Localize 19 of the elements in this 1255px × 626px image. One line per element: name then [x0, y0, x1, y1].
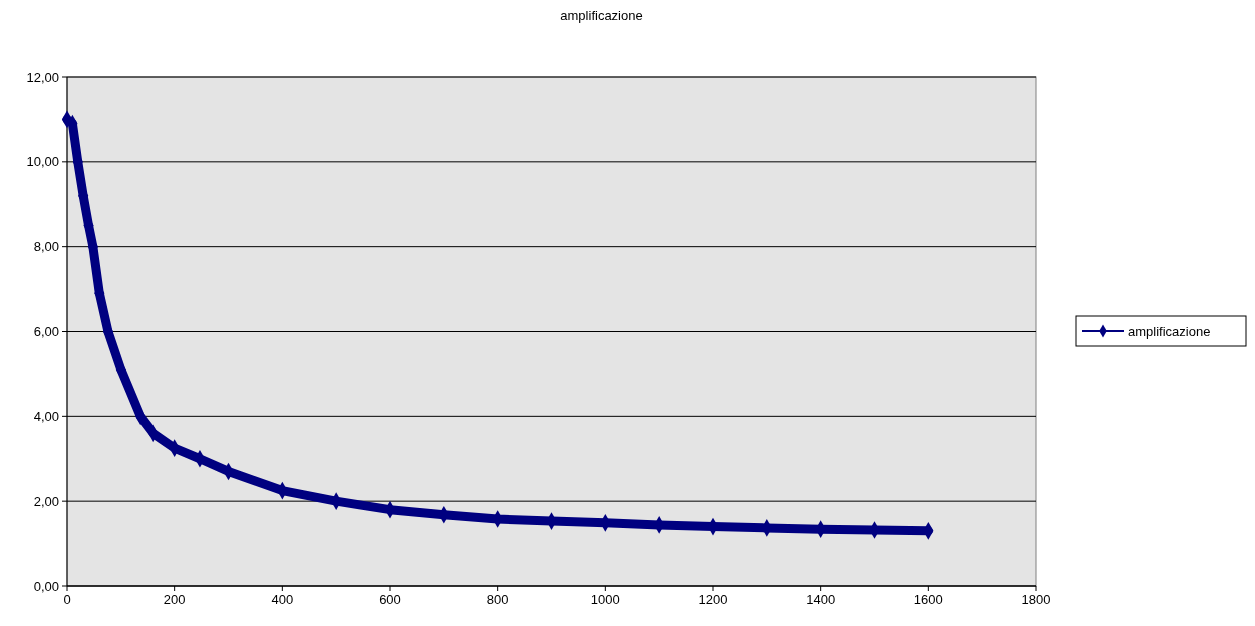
x-tick-label: 400 [271, 592, 294, 607]
chart-title: amplificazione [560, 8, 643, 23]
y-tick-label: 8,00 [33, 239, 59, 255]
y-tick-label: 12,00 [26, 69, 59, 85]
x-tick-label: 1400 [806, 592, 836, 607]
x-tick-label: 1200 [698, 592, 728, 607]
x-tick-label: 200 [163, 592, 186, 607]
x-tick-label: 800 [486, 592, 509, 607]
x-tick-label: 600 [379, 592, 401, 607]
x-tick-label: 1600 [913, 592, 943, 607]
x-tick-label: 1000 [590, 592, 620, 607]
y-tick-label: 10,00 [26, 154, 59, 170]
x-tick-label: 1800 [1021, 592, 1051, 607]
y-tick-label: 4,00 [33, 408, 59, 424]
y-tick-label: 6,00 [33, 324, 59, 340]
y-tick-label: 2,00 [33, 493, 59, 509]
y-tick-label: 0,00 [33, 578, 59, 594]
x-tick-label: 0 [63, 592, 71, 607]
legend-label: amplificazione [1128, 323, 1211, 339]
